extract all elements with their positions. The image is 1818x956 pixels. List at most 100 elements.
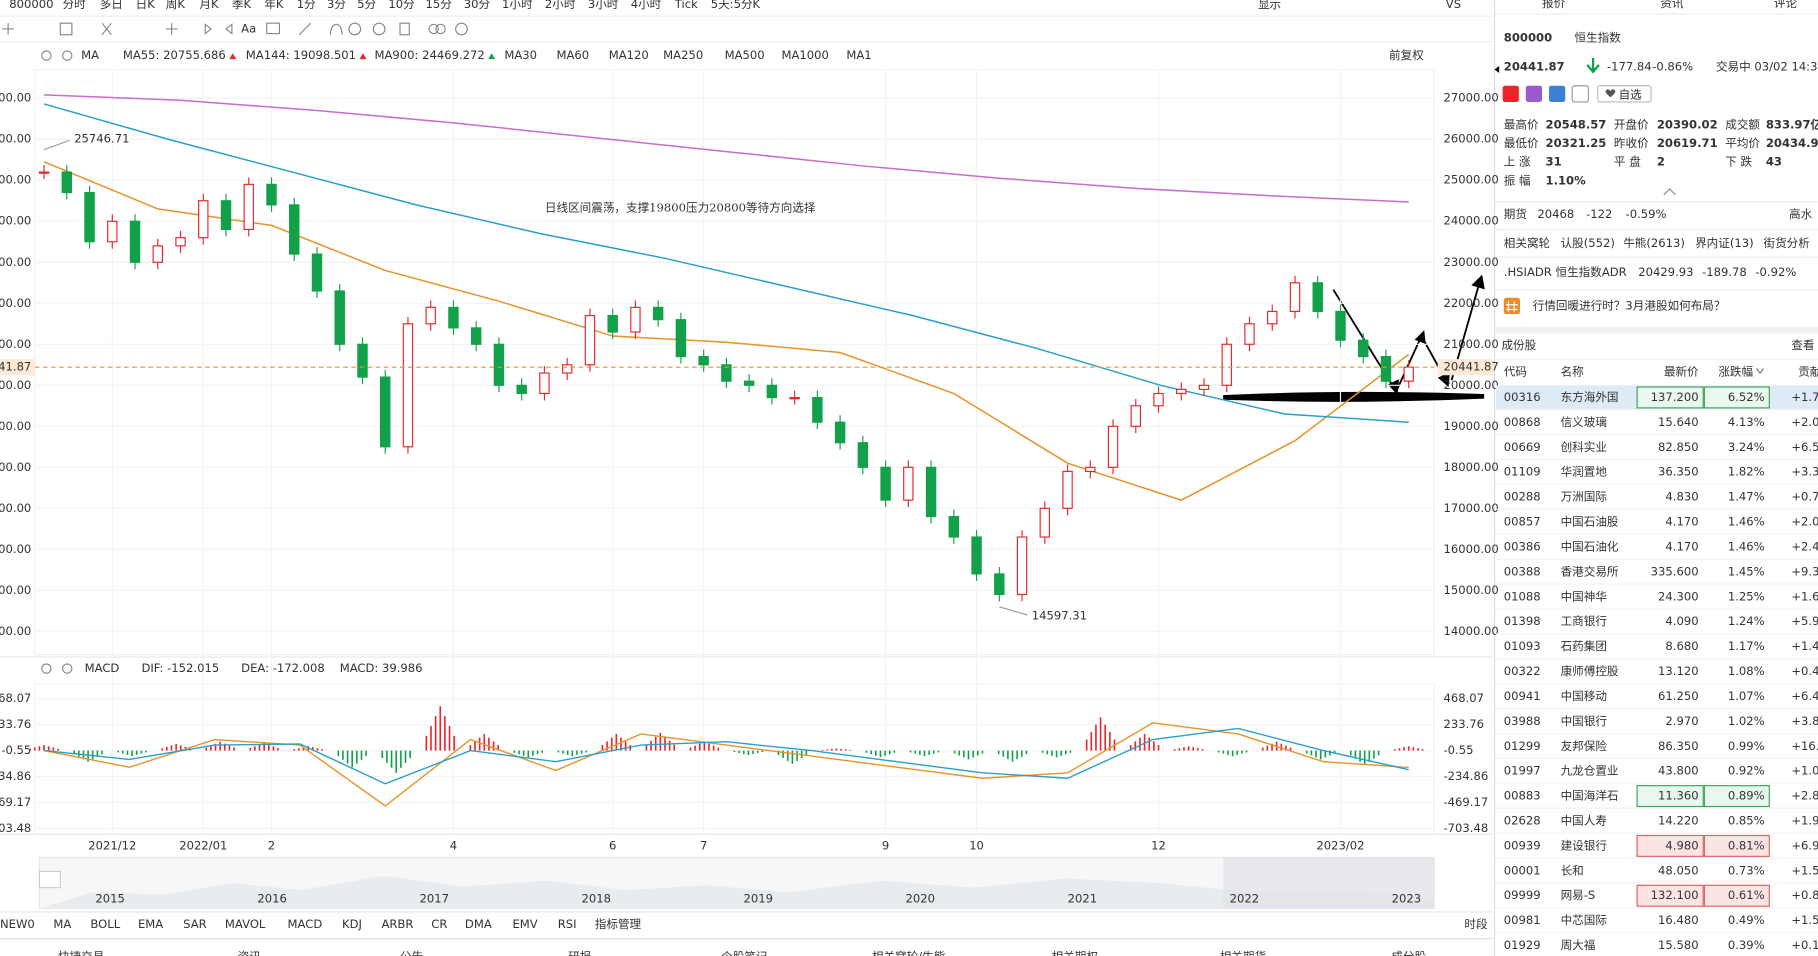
bottom-tab[interactable]: 成分股 [1391, 950, 1426, 956]
cell-name[interactable]: 建设银行 [1561, 838, 1608, 852]
cell-code[interactable]: 02628 [1504, 814, 1541, 828]
cell-name[interactable]: 中国石油化 [1561, 539, 1619, 553]
cell-name[interactable]: 友邦保险 [1561, 739, 1608, 753]
cell-name[interactable]: 九龙仓置业 [1561, 764, 1619, 778]
cell-code[interactable]: 09999 [1504, 888, 1541, 902]
bottom-tab[interactable]: 公告 [400, 950, 423, 956]
period-tab[interactable]: 季K [232, 0, 252, 11]
period-tab[interactable]: 4小时 [631, 0, 662, 11]
related-link[interactable]: 牛熊(2613) [1623, 236, 1685, 250]
cell-code[interactable]: 00388 [1504, 564, 1541, 578]
indicator-manage[interactable]: 指标管理 [595, 917, 642, 931]
badge[interactable] [1571, 85, 1590, 103]
period-tab[interactable]: Tick [674, 0, 698, 11]
cell-name[interactable]: 中国人寿 [1561, 814, 1607, 828]
cell-code[interactable]: 00001 [1504, 863, 1541, 877]
panel-tab[interactable]: 报价 [1542, 0, 1566, 10]
cell-code[interactable]: 00322 [1504, 664, 1541, 678]
cell-name[interactable]: 创科实业 [1561, 440, 1607, 454]
bottom-tab[interactable]: 快捷交易 [58, 950, 104, 956]
cell-name[interactable]: 石药集团 [1561, 639, 1607, 653]
cell-name[interactable]: 中芯国际 [1561, 913, 1608, 927]
cell-name[interactable]: 万洲国际 [1561, 490, 1608, 504]
cell-code[interactable]: 00939 [1504, 838, 1541, 852]
period-tab[interactable]: 10分 [388, 0, 415, 11]
cell-name[interactable]: 中国移动 [1561, 689, 1607, 703]
cell-name[interactable]: 中国石油股 [1561, 515, 1619, 529]
indicator-tab[interactable]: NEW0 [0, 917, 35, 931]
bottom-tab[interactable]: 相关期货 [1220, 950, 1266, 956]
cell-code[interactable]: 01109 [1504, 465, 1541, 479]
more-link[interactable]: 查看 [1791, 338, 1814, 352]
bottom-tab[interactable]: 相关窝轮/牛熊 [872, 950, 946, 956]
watch-button[interactable] [1597, 85, 1652, 103]
cell-code[interactable]: 00981 [1504, 913, 1541, 927]
navigator-window[interactable] [1223, 857, 1435, 909]
cell-code[interactable]: 01929 [1504, 938, 1541, 952]
period-tab[interactable]: 日K [136, 0, 156, 11]
period-tab[interactable]: 5天:5分K [711, 0, 761, 11]
cell-code[interactable]: 01093 [1504, 639, 1541, 653]
period-tab[interactable]: 周K [166, 0, 186, 11]
indicator-tab[interactable]: EMV [512, 917, 537, 931]
period-tab[interactable]: 3分 [327, 0, 346, 11]
cell-code[interactable]: 01299 [1504, 739, 1541, 753]
cell-code[interactable]: 01997 [1504, 764, 1541, 778]
panel-tab[interactable]: 评论 [1774, 0, 1798, 10]
period-tab[interactable]: 年K [264, 0, 284, 11]
related-link[interactable]: 街货分析 [1764, 236, 1811, 250]
cell-name[interactable]: 华润置地 [1561, 465, 1608, 479]
period-tab[interactable]: 2小时 [545, 0, 576, 11]
indicator-tab[interactable]: DMA [465, 917, 492, 931]
cell-name[interactable]: 网易-S [1561, 888, 1596, 902]
cell-name[interactable]: 康师傅控股 [1561, 664, 1619, 678]
cell-code[interactable]: 00868 [1504, 415, 1541, 429]
cell-name[interactable]: 东方海外国 [1561, 390, 1619, 404]
indicator-tab[interactable]: SAR [183, 917, 207, 931]
cell-name[interactable]: 工商银行 [1561, 614, 1608, 628]
cell-code[interactable]: 00857 [1504, 515, 1541, 529]
indicator-tab[interactable]: MA [53, 917, 71, 931]
period-tab[interactable]: 分时 [63, 0, 87, 11]
cell-code[interactable]: 00941 [1504, 689, 1541, 703]
collapse-icon[interactable] [1663, 188, 1676, 196]
indicator-tab[interactable]: CR [431, 917, 447, 931]
bottom-tab[interactable]: 个股笔记 [721, 950, 768, 956]
period-button[interactable]: 时段 [1464, 917, 1488, 931]
period-tab[interactable]: 1分 [297, 0, 316, 11]
news-link[interactable]: 行情回暖进行时？3月港股如何布局？ [1533, 298, 1726, 312]
cell-code[interactable]: 00316 [1504, 390, 1541, 404]
bottom-tab[interactable]: 资讯 [238, 950, 262, 956]
period-tab[interactable]: 1小时 [502, 0, 533, 11]
cell-code[interactable]: 00883 [1504, 789, 1541, 803]
cell-name[interactable]: 香港交易所 [1561, 564, 1619, 578]
bottom-tab[interactable]: 研报 [568, 950, 592, 956]
navigator-handle[interactable] [38, 870, 61, 889]
indicator-tab[interactable]: RSI [558, 917, 577, 931]
cell-code[interactable]: 00669 [1504, 440, 1541, 454]
indicator-tab[interactable]: EMA [138, 917, 163, 931]
period-tab[interactable]: 15分 [426, 0, 453, 11]
cell-name[interactable]: 中国海洋石 [1561, 789, 1619, 803]
indicator-tab[interactable]: BOLL [90, 917, 120, 931]
panel-tab[interactable]: 资讯 [1660, 0, 1684, 10]
bottom-tab[interactable]: 相关期权 [1052, 950, 1099, 956]
cell-name[interactable]: 周大福 [1561, 938, 1596, 952]
cell-code[interactable]: 01398 [1504, 614, 1541, 628]
period-tab[interactable]: 30分 [464, 0, 491, 11]
cell-code[interactable]: 00386 [1504, 539, 1541, 553]
indicator-tab[interactable]: MAVOL [225, 917, 266, 931]
period-tab[interactable]: 5分 [357, 0, 376, 11]
cell-code[interactable]: 03988 [1504, 714, 1541, 728]
cell-name[interactable]: 长和 [1561, 863, 1584, 877]
cell-name[interactable]: 中国神华 [1561, 589, 1607, 603]
related-link[interactable]: 界内证(13) [1695, 236, 1754, 250]
cell-code[interactable]: 01088 [1504, 589, 1541, 603]
indicator-tab[interactable]: KDJ [342, 917, 362, 931]
indicator-tab[interactable]: ARBR [381, 917, 413, 931]
cell-code[interactable]: 00288 [1504, 490, 1541, 504]
period-tab[interactable]: 多日 [100, 0, 123, 11]
related-link[interactable]: 认股(552) [1561, 236, 1615, 250]
cell-name[interactable]: 中国银行 [1561, 714, 1608, 728]
period-tab[interactable]: 月K [199, 0, 219, 11]
